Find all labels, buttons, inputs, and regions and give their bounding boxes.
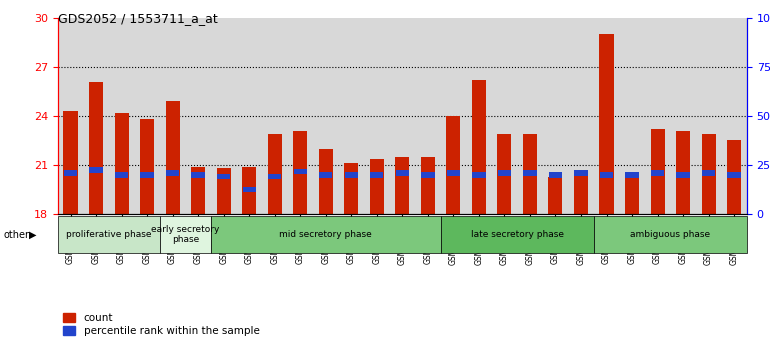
Text: early secretory
phase: early secretory phase [151,225,219,244]
Bar [472,172,486,178]
Bar [166,101,179,214]
Bar [115,113,129,214]
Bar [140,172,154,178]
Bar [524,170,537,176]
Bar [268,173,281,179]
Bar [600,34,614,214]
Bar [115,172,129,178]
Legend: count, percentile rank within the sample: count, percentile rank within the sample [63,313,259,336]
Bar [651,170,665,176]
Bar [421,157,435,214]
Bar [625,177,639,214]
Bar [497,134,511,214]
Bar [548,177,563,214]
Bar [63,111,78,214]
Bar [728,172,741,178]
Bar [345,172,358,178]
Bar [549,172,562,178]
Bar [701,134,715,214]
Bar [319,149,333,214]
Bar [293,169,307,175]
Bar [523,134,537,214]
Bar [594,216,747,253]
Bar [89,81,103,214]
Bar [242,167,256,214]
Bar [89,167,102,173]
Bar [625,172,638,178]
Bar [447,116,460,214]
Bar [268,134,282,214]
Bar [440,216,594,253]
Bar [600,172,613,178]
Bar [211,216,440,253]
Bar [370,172,383,178]
Text: other: other [4,230,30,240]
Bar [497,170,511,176]
Text: late secretory phase: late secretory phase [470,230,564,239]
Bar [243,187,256,192]
Bar [727,141,742,214]
Bar [217,173,230,179]
Text: mid secretory phase: mid secretory phase [280,230,372,239]
Bar [702,170,715,176]
Bar [64,170,77,176]
Text: GDS2052 / 1553711_a_at: GDS2052 / 1553711_a_at [58,12,217,25]
Bar [447,170,460,176]
Bar [472,80,486,214]
Bar [676,131,690,214]
Bar [140,119,154,214]
Bar [319,172,333,178]
Bar [676,172,690,178]
Bar [396,170,409,176]
Bar [574,170,588,176]
Bar [166,170,179,176]
Text: ambiguous phase: ambiguous phase [631,230,711,239]
Bar [395,157,410,214]
Bar [293,131,307,214]
Bar [216,168,231,214]
Bar [344,164,358,214]
Bar [421,172,434,178]
Bar [370,159,383,214]
Bar [160,216,211,253]
Bar [651,129,665,214]
Text: proliferative phase: proliferative phase [66,230,152,239]
Bar [58,216,160,253]
Bar [192,172,205,178]
Text: ▶: ▶ [29,230,37,240]
Bar [574,173,588,214]
Bar [191,167,205,214]
